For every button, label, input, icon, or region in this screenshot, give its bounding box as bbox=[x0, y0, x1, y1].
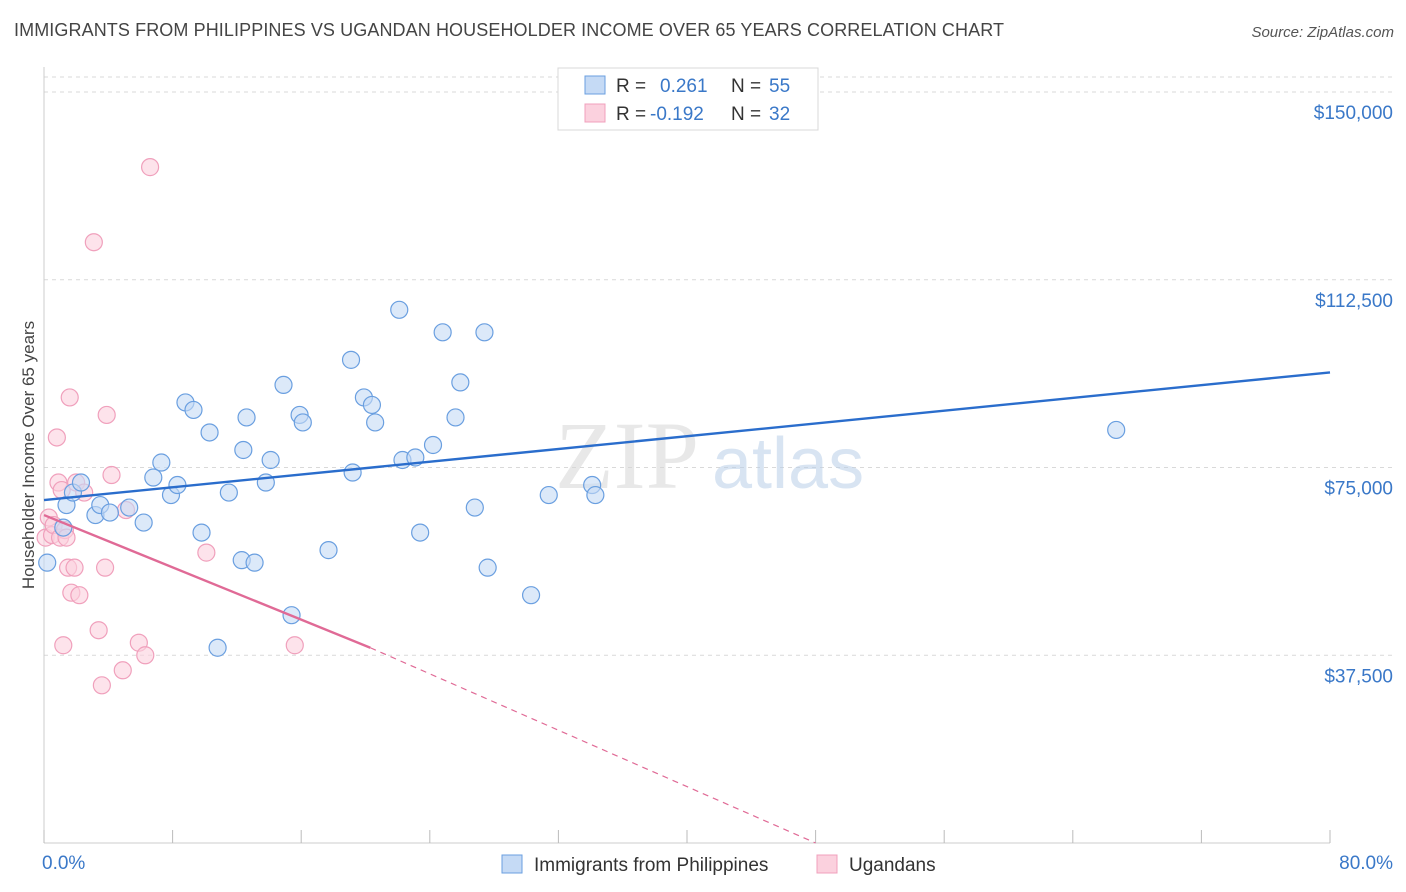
philippines-point bbox=[1107, 420, 1126, 440]
ugandans-point bbox=[140, 158, 160, 177]
y-tick-label: $37,500 bbox=[1324, 666, 1393, 687]
legend-swatch-ugandans bbox=[584, 103, 606, 123]
x-tick-labels: 0.0% 80.0% bbox=[42, 853, 1393, 874]
philippines-point bbox=[478, 558, 497, 577]
philippines-point bbox=[343, 463, 362, 482]
legend-r-label: R = bbox=[616, 76, 646, 97]
ugandans-point bbox=[60, 388, 79, 407]
philippines-trend-line bbox=[43, 371, 1331, 502]
philippines-point bbox=[144, 468, 163, 487]
philippines-point bbox=[446, 408, 465, 427]
philippines-point bbox=[319, 541, 338, 560]
philippines-point bbox=[293, 413, 312, 432]
bottom-legend-philippines: Immigrants from Philippines bbox=[534, 855, 768, 876]
ugandans-point bbox=[197, 543, 216, 562]
ugandans-point bbox=[54, 636, 73, 655]
philippines-point bbox=[38, 553, 57, 572]
philippines-point bbox=[390, 300, 409, 319]
y-axis-label: Householder Income Over 65 years bbox=[19, 321, 38, 589]
ugandans-point bbox=[102, 465, 121, 485]
ugandans-points bbox=[36, 158, 304, 695]
series-legend: Immigrants from Philippines Ugandans bbox=[501, 854, 936, 876]
philippines-point bbox=[134, 513, 153, 532]
legend-r-value: -0.192 bbox=[650, 104, 704, 125]
philippines-point bbox=[100, 503, 120, 522]
ugandans-point bbox=[136, 646, 155, 665]
philippines-point bbox=[184, 400, 203, 420]
philippines-point bbox=[539, 485, 558, 505]
philippines-point bbox=[451, 373, 470, 392]
ugandans-point bbox=[65, 558, 84, 577]
chart-title: IMMIGRANTS FROM PHILIPPINES VS UGANDAN H… bbox=[14, 20, 1005, 40]
philippines-point bbox=[366, 413, 385, 432]
grid-lines bbox=[44, 76, 1396, 656]
watermark-zip: ZIP bbox=[555, 402, 699, 509]
philippines-point bbox=[521, 586, 541, 605]
bottom-legend-swatch-ugandans bbox=[816, 854, 838, 874]
philippines-point bbox=[234, 440, 253, 460]
ugandans-point bbox=[285, 636, 304, 655]
legend-r-label: R = bbox=[616, 104, 646, 125]
x-tick-label: 0.0% bbox=[42, 853, 85, 874]
legend-n-label: N = bbox=[731, 104, 761, 125]
y-tick-label: $112,500 bbox=[1315, 291, 1393, 312]
y-tick-label: $150,000 bbox=[1314, 103, 1393, 124]
philippines-point bbox=[465, 498, 484, 517]
ugandans-trend-line bbox=[43, 513, 371, 649]
ugandans-point bbox=[47, 428, 66, 447]
philippines-point bbox=[274, 375, 293, 395]
legend-n-label: N = bbox=[731, 76, 761, 97]
ugandans-point bbox=[70, 586, 89, 605]
philippines-point bbox=[245, 553, 264, 572]
legend-r-value: 0.261 bbox=[660, 76, 708, 97]
philippines-point bbox=[219, 483, 238, 502]
philippines-point bbox=[120, 498, 139, 517]
watermark-atlas: atlas bbox=[712, 424, 864, 504]
philippines-point bbox=[586, 485, 605, 505]
philippines-point bbox=[200, 423, 219, 442]
legend-n-value: 55 bbox=[769, 76, 790, 97]
legend-swatch-philippines bbox=[584, 75, 606, 95]
philippines-point bbox=[411, 523, 430, 542]
x-tick-label: 80.0% bbox=[1339, 853, 1393, 874]
trend-lines bbox=[43, 371, 1331, 844]
philippines-point bbox=[152, 453, 171, 472]
philippines-point bbox=[423, 435, 443, 455]
bottom-legend-swatch-philippines bbox=[501, 854, 523, 874]
bottom-legend-ugandans: Ugandans bbox=[849, 855, 936, 876]
ugandans-point bbox=[97, 405, 116, 425]
ugandans-point bbox=[89, 621, 108, 640]
axes bbox=[43, 67, 1331, 844]
ugandans-point bbox=[113, 661, 132, 680]
correlation-legend: R = 0.261 N = 55 R = -0.192 N = 32 bbox=[557, 67, 819, 131]
ugandans-point bbox=[84, 233, 103, 252]
y-tick-labels: $37,500 $75,000 $112,500 $150,000 bbox=[1314, 103, 1393, 687]
ugandans-point bbox=[95, 558, 115, 577]
philippines-point bbox=[261, 450, 280, 470]
philippines-point bbox=[341, 350, 361, 369]
ugandans-point bbox=[92, 676, 111, 695]
philippines-point bbox=[237, 408, 256, 427]
y-tick-label: $75,000 bbox=[1324, 479, 1393, 500]
legend-n-value: 32 bbox=[769, 104, 790, 125]
ugandans-trend-extension bbox=[370, 647, 816, 844]
philippines-point bbox=[208, 638, 227, 657]
philippines-point bbox=[475, 323, 494, 342]
philippines-point bbox=[433, 323, 452, 342]
philippines-point bbox=[71, 473, 91, 492]
philippines-point bbox=[362, 395, 382, 415]
source-label: Source: ZipAtlas.com bbox=[1251, 24, 1394, 41]
philippines-point bbox=[192, 523, 211, 542]
